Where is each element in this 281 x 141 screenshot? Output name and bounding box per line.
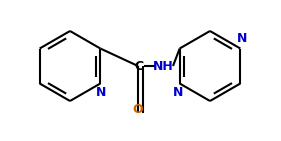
Text: C: C xyxy=(134,60,144,72)
Text: N: N xyxy=(173,86,183,100)
Text: N: N xyxy=(96,86,106,100)
Text: N: N xyxy=(237,32,248,46)
Text: O: O xyxy=(133,103,143,116)
Text: NH: NH xyxy=(153,60,173,72)
